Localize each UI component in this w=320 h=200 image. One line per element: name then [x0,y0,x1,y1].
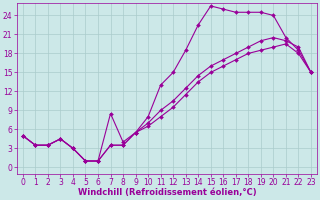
X-axis label: Windchill (Refroidissement éolien,°C): Windchill (Refroidissement éolien,°C) [77,188,256,197]
